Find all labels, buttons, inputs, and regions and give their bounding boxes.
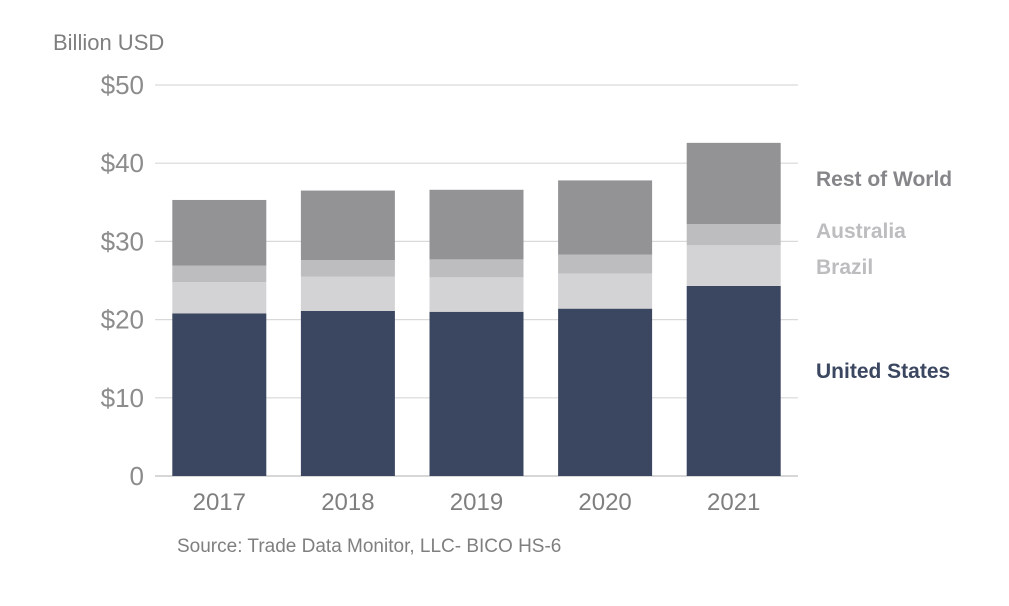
x-tick-label: 2019	[450, 489, 503, 516]
bar-brazil-2018	[300, 276, 395, 311]
source-note: Source: Trade Data Monitor, LLC- BICO HS…	[177, 536, 562, 557]
x-tick-label: 2021	[707, 489, 760, 516]
bar-brazil-2017	[172, 282, 267, 314]
bar-brazil-2021	[686, 245, 781, 286]
bar-rest-of-world-2021	[686, 142, 781, 225]
y-axis-unit-label: Billion USD	[53, 30, 165, 55]
bar-australia-2018	[300, 260, 395, 277]
bar-united-states-2017	[172, 313, 267, 476]
bar-australia-2021	[686, 224, 781, 246]
y-tick-label: 0	[130, 461, 144, 491]
legend-brazil: Brazil	[816, 256, 874, 279]
y-tick-labels: 0 $10 $20 $30 $40 $50	[101, 70, 144, 491]
bar-australia-2017	[172, 265, 267, 283]
bar-rest-of-world-2017	[172, 199, 267, 266]
x-tick-label: 2018	[321, 489, 374, 516]
x-tick-labels: 2017 2018 2019 2020 2021	[193, 489, 761, 516]
bar-united-states-2018	[300, 310, 395, 476]
bar-australia-2019	[429, 259, 524, 278]
bar-united-states-2020	[558, 308, 653, 476]
bar-united-states-2021	[686, 285, 781, 476]
bar-rest-of-world-2019	[429, 189, 524, 260]
legend-rest-of-world: Rest of World	[816, 168, 953, 191]
bar-brazil-2019	[429, 277, 524, 312]
legend-australia: Australia	[816, 220, 906, 243]
bars	[172, 142, 781, 476]
bar-united-states-2019	[429, 311, 524, 476]
legend-united-states: United States	[816, 360, 951, 383]
x-tick-label: 2020	[578, 489, 631, 516]
y-tick-label: $40	[101, 148, 144, 178]
y-tick-label: $20	[101, 305, 144, 335]
bar-brazil-2020	[558, 273, 653, 309]
y-tick-label: $10	[101, 383, 144, 413]
bar-australia-2020	[558, 254, 653, 274]
y-tick-label: $50	[101, 70, 144, 100]
bar-rest-of-world-2020	[558, 180, 653, 255]
y-tick-label: $30	[101, 226, 144, 256]
bar-rest-of-world-2018	[300, 190, 395, 261]
x-tick-label: 2017	[193, 489, 246, 516]
